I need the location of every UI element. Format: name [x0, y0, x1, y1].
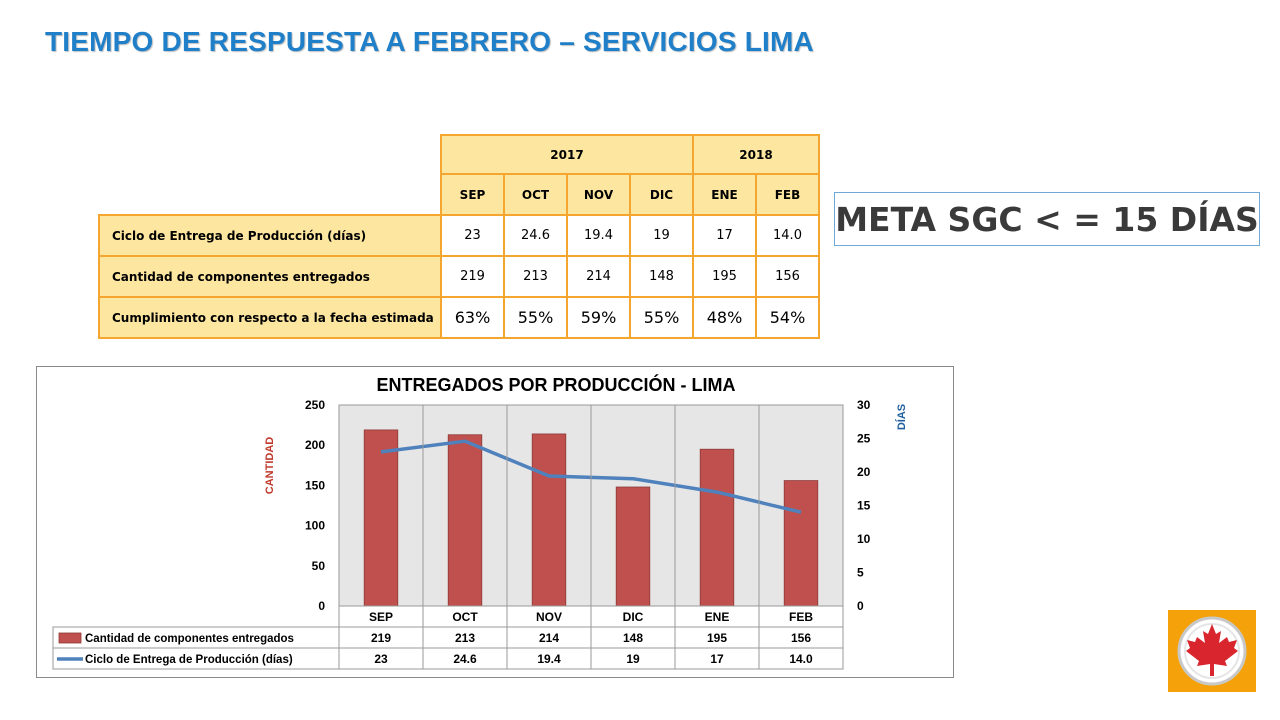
row-label: Cantidad de componentes entregados — [98, 255, 442, 298]
y2-tick-label: 20 — [857, 465, 871, 479]
bar-nov — [531, 433, 567, 607]
year-2018-header: 2018 — [692, 134, 820, 175]
bar-oct — [447, 434, 483, 607]
summary-table: 2017 2018 SEP OCT NOV DIC ENE FEB Ciclo … — [98, 134, 820, 339]
chart-title: ENTREGADOS POR PRODUCCIÓN - LIMA — [376, 374, 735, 395]
month-header: DIC — [629, 173, 694, 216]
data-label: 19.4 — [537, 652, 561, 666]
legend-label: Ciclo de Entrega de Producción (días) — [85, 654, 293, 666]
data-label: 24.6 — [453, 652, 477, 666]
x-tick-label: NOV — [536, 610, 562, 624]
table-row: Cantidad de componentes entregados 219 2… — [98, 255, 820, 298]
y2-tick-label: 15 — [857, 499, 871, 513]
data-label: 17 — [710, 652, 724, 666]
y2-tick-label: 0 — [857, 599, 864, 613]
data-label: 219 — [371, 631, 391, 645]
month-header: NOV — [566, 173, 631, 216]
legend-swatch-bar — [58, 632, 82, 644]
table-cell: 55% — [629, 296, 694, 339]
data-label: 213 — [455, 631, 475, 645]
y-tick-label: 250 — [305, 398, 325, 412]
y2-axis-label: DÍAS — [895, 404, 908, 430]
table-row: Cumplimiento con respecto a la fecha est… — [98, 296, 820, 339]
meta-target-box: META SGC < = 15 DÍAS — [834, 192, 1260, 246]
table-cell: 214 — [566, 255, 631, 298]
table-cell: 23 — [440, 214, 505, 257]
maple-leaf-icon — [1177, 616, 1247, 686]
table-cell: 59% — [566, 296, 631, 339]
bar-feb — [783, 480, 819, 607]
row-label: Cumplimiento con respecto a la fecha est… — [98, 296, 442, 339]
legend-label: Cantidad de componentes entregados — [85, 633, 294, 645]
month-header: FEB — [755, 173, 820, 216]
x-tick-label: ENE — [705, 610, 730, 624]
y2-tick-label: 10 — [857, 532, 871, 546]
table-cell: 19 — [629, 214, 694, 257]
data-label: 19 — [626, 652, 640, 666]
meta-target-text: META SGC < = 15 DÍAS — [835, 199, 1259, 239]
combo-chart: ENTREGADOS POR PRODUCCIÓN - LIMA05010015… — [52, 374, 908, 670]
y-tick-label: 50 — [312, 559, 326, 573]
bar-dic — [615, 486, 651, 607]
month-header: OCT — [503, 173, 568, 216]
table-cell: 213 — [503, 255, 568, 298]
chart-frame: ENTREGADOS POR PRODUCCIÓN - LIMA 0 50 100 15… — [36, 366, 954, 678]
table-cell: 156 — [755, 255, 820, 298]
table-cell: 148 — [629, 255, 694, 298]
y-tick-label: 0 — [318, 599, 325, 613]
company-logo — [1168, 610, 1256, 692]
month-header: ENE — [692, 173, 757, 216]
y-tick-label: 200 — [305, 438, 325, 452]
x-tick-label: SEP — [369, 610, 393, 624]
x-tick-label: DIC — [623, 610, 644, 624]
table-row: Ciclo de Entrega de Producción (días) 23… — [98, 214, 820, 257]
month-header: SEP — [440, 173, 505, 216]
y-tick-label: 100 — [305, 519, 325, 533]
y-tick-label: 150 — [305, 478, 325, 492]
table-cell: 19.4 — [566, 214, 631, 257]
year-2017-header: 2017 — [440, 134, 694, 175]
data-label: 14.0 — [789, 652, 813, 666]
y2-tick-label: 25 — [857, 432, 871, 446]
x-tick-label: OCT — [452, 610, 478, 624]
table-cell: 55% — [503, 296, 568, 339]
table-cell: 54% — [755, 296, 820, 339]
y-axis-label: CANTIDAD — [264, 437, 276, 494]
data-label: 156 — [791, 631, 811, 645]
table-cell: 17 — [692, 214, 757, 257]
row-label: Ciclo de Entrega de Producción (días) — [98, 214, 442, 257]
data-label: 23 — [374, 652, 388, 666]
table-cell: 24.6 — [503, 214, 568, 257]
page-title: TIEMPO DE RESPUESTA A FEBRERO – SERVICIO… — [45, 26, 814, 57]
data-label: 195 — [707, 631, 727, 645]
table-cell: 195 — [692, 255, 757, 298]
table-cell: 219 — [440, 255, 505, 298]
table-cell: 14.0 — [755, 214, 820, 257]
table-header-months: SEP OCT NOV DIC ENE FEB — [99, 173, 820, 216]
bar-ene — [699, 448, 735, 607]
data-label: 214 — [539, 631, 559, 645]
table-cell: 63% — [440, 296, 505, 339]
table-corner — [99, 135, 441, 174]
y2-tick-label: 5 — [857, 566, 864, 580]
table-header-years: 2017 2018 — [99, 134, 820, 175]
bar-sep — [363, 429, 399, 607]
table-cell: 48% — [692, 296, 757, 339]
y2-tick-label: 30 — [857, 398, 871, 412]
x-tick-label: FEB — [789, 610, 813, 624]
data-label: 148 — [623, 631, 643, 645]
table-corner — [99, 174, 441, 215]
